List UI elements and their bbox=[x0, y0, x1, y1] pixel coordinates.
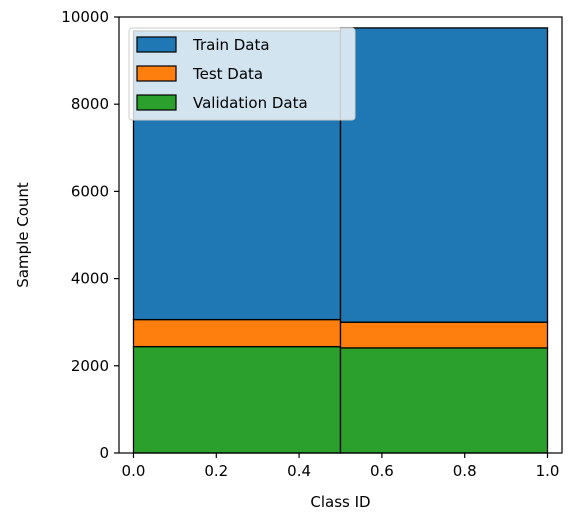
bar-validation-data-bin-0 bbox=[132, 345, 342, 454]
legend-label: Train Data bbox=[192, 36, 270, 54]
x-axis: 0.0 0.2 0.4 0.6 0.8 1.0 bbox=[122, 453, 560, 480]
x-tick-label: 1.0 bbox=[536, 462, 560, 480]
x-tick-label: 0.0 bbox=[122, 462, 146, 480]
x-axis-label: Class ID bbox=[310, 493, 370, 511]
x-tick-label: 0.6 bbox=[370, 462, 394, 480]
y-axis: 0 2000 4000 6000 8000 10000 bbox=[61, 8, 119, 462]
legend-swatch bbox=[136, 65, 177, 82]
y-tick-label: 2000 bbox=[71, 357, 109, 375]
y-tick-label: 6000 bbox=[71, 182, 109, 200]
y-tick-label: 4000 bbox=[71, 270, 109, 288]
legend: Train Data Test Data Validation Data bbox=[128, 27, 356, 121]
bar-test-data-bin-0 bbox=[132, 318, 342, 348]
bars-layer bbox=[132, 27, 549, 454]
legend-swatch bbox=[136, 94, 177, 111]
bar-test-data-bin-1 bbox=[339, 321, 549, 349]
x-tick-label: 0.8 bbox=[453, 462, 477, 480]
bar-validation-data-bin-1 bbox=[339, 347, 549, 454]
x-tick-label: 0.4 bbox=[287, 462, 311, 480]
plot-frame bbox=[118, 16, 563, 454]
y-tick-label: 0 bbox=[99, 444, 109, 462]
legend-box bbox=[128, 27, 356, 121]
x-tick-label: 0.2 bbox=[204, 462, 228, 480]
y-axis-label: Sample Count bbox=[14, 182, 32, 288]
legend-label: Test Data bbox=[192, 65, 263, 83]
y-tick-label: 10000 bbox=[61, 8, 109, 26]
y-tick-label: 8000 bbox=[71, 95, 109, 113]
legend-swatch bbox=[136, 36, 177, 53]
bar-train-data-bin-1 bbox=[339, 27, 549, 323]
legend-label: Validation Data bbox=[193, 94, 308, 112]
